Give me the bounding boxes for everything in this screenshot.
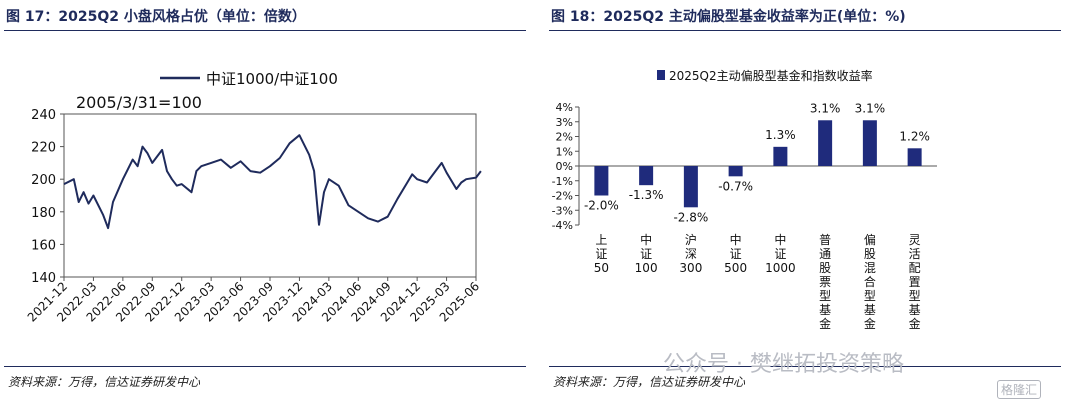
y-tick-label: 4% [556,101,573,114]
bar-value-label: 3.1% [810,101,841,115]
bar [818,120,833,166]
bar-value-label: -1.3% [629,188,664,202]
right-panel: 图 18：2025Q2 主动偏股型基金收益率为正(单位：%) -4% -3% -2%… [545,0,1080,407]
y-tick-label: -1% [552,175,573,188]
bar [773,146,788,166]
line-chart: 1401601802002202402021-122022-032022-062… [25,70,482,325]
bar-value-label: -2.0% [584,199,619,213]
legend-label: 2025Q2主动偏股型基金和指数收益率 [669,68,873,83]
watermark-badge: 格隆汇 [997,380,1042,399]
category-label: 沪深 300 [679,233,702,275]
bar-value-label: 3.1% [855,101,886,115]
y-tick-label: 220 [31,141,56,156]
bar-value-label: -2.8% [673,210,708,224]
watermark-text: 公众号 · 樊继拓投资策略 [663,352,904,377]
left-figure-title: 图 17：2025Q2 小盘风格占优（单位：倍数） [6,9,306,25]
right-source-rule [549,366,1061,367]
bar-chart: -4% -3%-2% -1% 0% 1%2% 3% 4% -2.0% 上证 50 -1.3% 中证 10… [552,68,937,331]
right-source: 资料来源：万得，信达证券研发中心 [553,375,746,389]
category-label: 中证 500 [724,232,747,275]
bar [907,148,922,166]
bar [594,166,609,196]
category-label: 中证 1000 [765,232,796,275]
bar [728,166,743,177]
bar [639,166,654,186]
left-source: 资料来源：万得，信达证券研发中心 [8,375,201,389]
y-tick-label: 180 [31,206,56,221]
legend-label: 中证1000/中证100 [206,70,338,88]
y-tick-label: 240 [31,108,56,123]
category-label: 上证 50 [594,233,609,275]
y-tick-label: 0% [556,160,573,173]
bar-value-label: 1.3% [765,128,796,142]
category-label: 偏股混合型基金 [864,232,876,331]
series-line [63,134,482,230]
y-tick-label: -2% [552,190,573,203]
left-source-rule [4,366,526,367]
bar [683,166,698,208]
plot-area [63,113,477,278]
left-title-rule [4,30,526,31]
y-tick-label: 3% [556,116,573,129]
left-panel: 图 17：2025Q2 小盘风格占优（单位：倍数） 140 160 180 200 22… [0,0,530,407]
bar-value-label: 1.2% [899,129,930,143]
y-tick-label: 1% [556,145,573,158]
right-figure-title: 图 18：2025Q2 主动偏股型基金收益率为正(单位：%) [551,9,906,25]
legend-swatch [657,70,665,80]
right-title-rule [549,30,1061,31]
y-tick-label: -3% [552,204,573,217]
y-tick-label: 200 [31,173,56,188]
category-label: 普通股票型基金 [819,233,831,331]
category-label: 灵活配置型基金 [909,233,921,331]
bar [862,120,877,166]
bar-value-label: -0.7% [718,179,753,193]
y-tick-label: 160 [31,238,56,253]
category-label: 中证 100 [635,232,658,275]
y-tick-label: -4% [552,219,573,232]
base-annotation: 2005/3/31=100 [76,93,202,112]
y-tick-label: 140 [31,271,56,286]
y-tick-label: 2% [556,131,573,144]
